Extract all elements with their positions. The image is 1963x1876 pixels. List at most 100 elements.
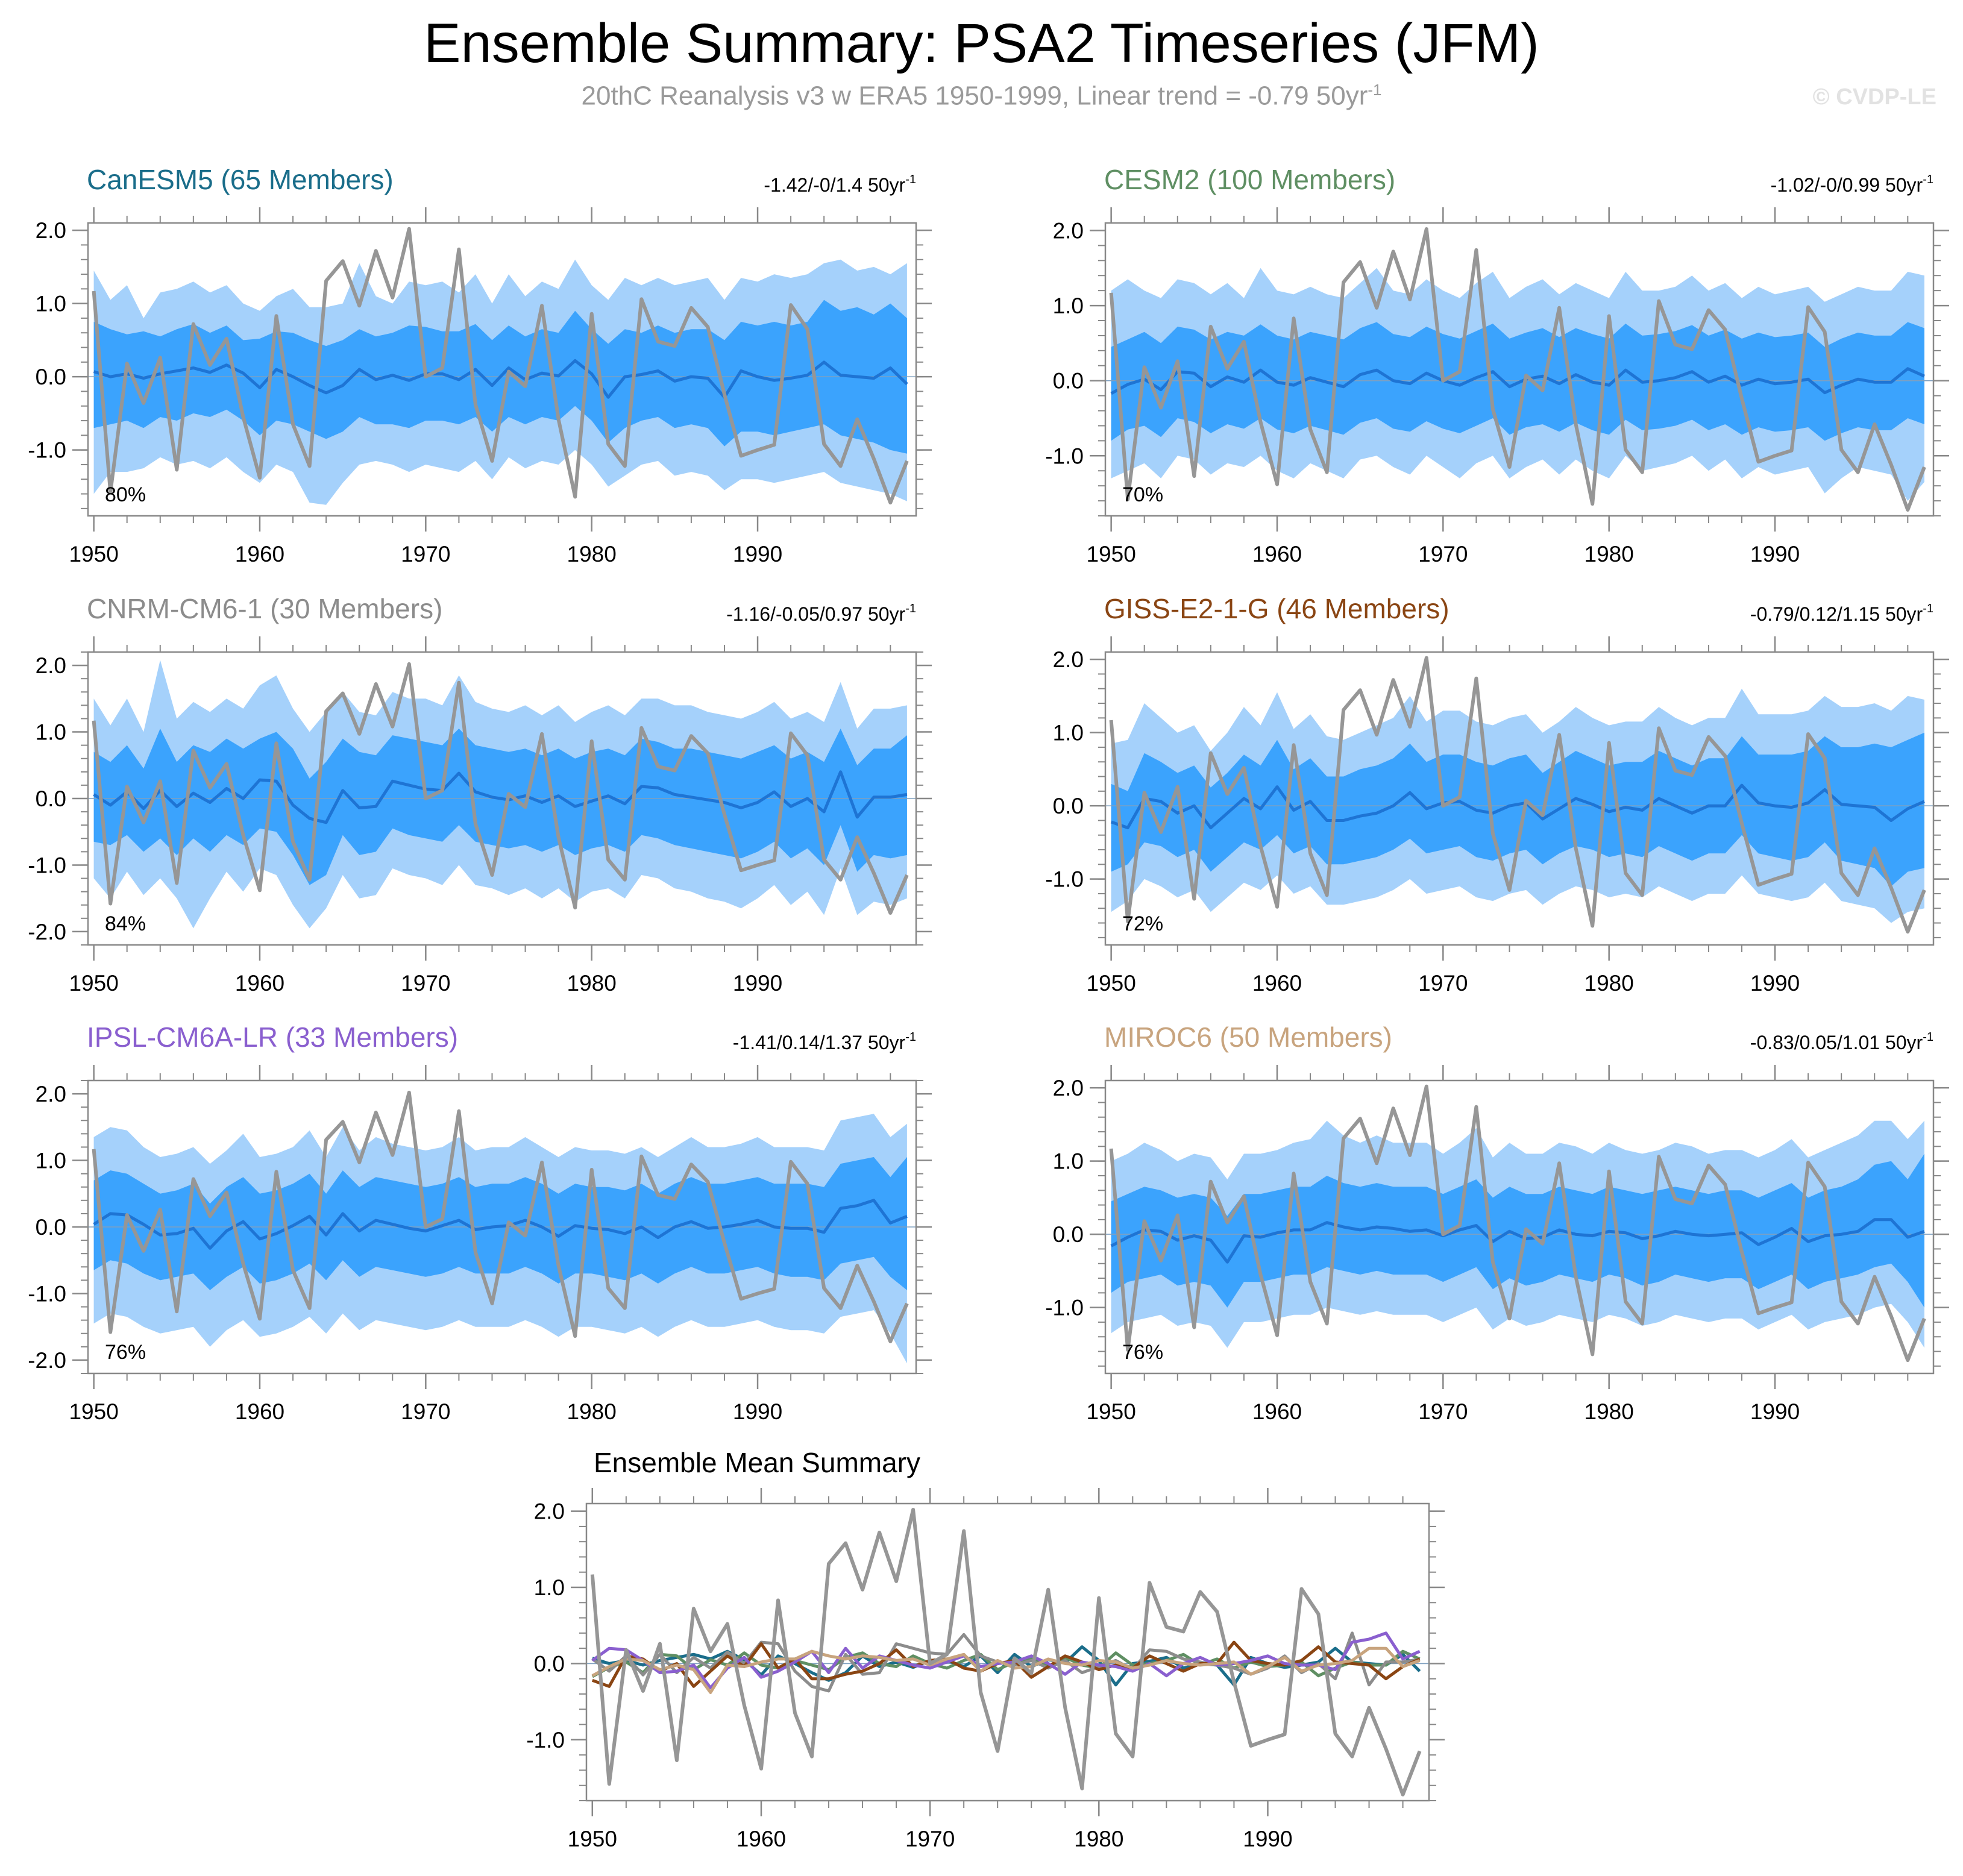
x-tick-label: 1990 bbox=[733, 542, 782, 566]
plot-frame bbox=[1104, 222, 1935, 517]
trend-label: -0.83/0.05/1.01 50yr-1 bbox=[1750, 1031, 1933, 1053]
trend-label-exponent: -1 bbox=[1923, 602, 1933, 615]
y-tick-label: 1.0 bbox=[534, 1575, 565, 1600]
observed-line bbox=[1109, 656, 1926, 934]
y-tick-label: -2.0 bbox=[28, 1348, 66, 1373]
subtitle-text: 20thC Reanalysis v3 w ERA5 1950-1999, Li… bbox=[581, 81, 1368, 111]
trend-label-text: -1.42/-0/1.4 50yr bbox=[764, 174, 905, 196]
x-tick-label: 1960 bbox=[1252, 1399, 1302, 1424]
x-tick-label: 1950 bbox=[69, 542, 118, 566]
y-tick-label: -1.0 bbox=[28, 1281, 66, 1306]
trend-label-exponent: -1 bbox=[905, 602, 916, 615]
trend-label-text: -1.16/-0.05/0.97 50yr bbox=[726, 603, 905, 625]
x-tick-label: 1990 bbox=[1750, 542, 1800, 566]
trend-label-text: -1.02/-0/0.99 50yr bbox=[1771, 174, 1923, 196]
trend-label-text: -1.41/0.14/1.37 50yr bbox=[733, 1032, 906, 1053]
panel-0: 2.0 1.0 0.0 -1.0 1950 1960 1970 1980 1990 CanESM5… bbox=[28, 164, 932, 566]
x-tick-label: 1950 bbox=[568, 1827, 617, 1851]
x-tick-label: 1980 bbox=[1585, 542, 1634, 566]
y-tick-label: 1.0 bbox=[36, 1149, 66, 1173]
trend-label: -1.42/-0/1.4 50yr-1 bbox=[764, 173, 916, 196]
y-tick-label: 1.0 bbox=[1053, 1149, 1084, 1174]
x-tick-label: 1970 bbox=[1418, 971, 1468, 996]
x-tick-label: 1960 bbox=[235, 971, 284, 996]
plot-frame bbox=[1104, 1079, 1935, 1375]
x-tick-label: 1950 bbox=[1086, 1399, 1135, 1424]
y-tick-label: 2.0 bbox=[36, 218, 66, 243]
x-tick-label: 1950 bbox=[1086, 971, 1135, 996]
y-tick-label: 1.0 bbox=[36, 720, 66, 745]
panel-title: CESM2 (100 Members) bbox=[1104, 164, 1395, 195]
y-tick-label: 0.0 bbox=[1053, 794, 1084, 818]
y-tick-label: 0.0 bbox=[1053, 369, 1084, 394]
x-tick-label: 1970 bbox=[401, 971, 450, 996]
panel-title: MIROC6 (50 Members) bbox=[1104, 1021, 1392, 1053]
panel-1: 2.0 1.0 0.0 -1.0 1950 1960 1970 1980 1990 CESM2 (… bbox=[1045, 164, 1949, 566]
y-tick-label: -1.0 bbox=[1045, 867, 1084, 892]
trend-label-text: -0.83/0.05/1.01 50yr bbox=[1750, 1032, 1923, 1053]
panel-title: GISS-E2-1-G (46 Members) bbox=[1104, 593, 1449, 624]
percent-label: 72% bbox=[1122, 912, 1163, 935]
x-tick-label: 1970 bbox=[905, 1827, 955, 1851]
x-tick-label: 1990 bbox=[733, 1399, 782, 1424]
trend-label-exponent: -1 bbox=[1923, 173, 1933, 186]
panel-2: 2.0 1.0 0.0 -1.0 -2.0 1950 1960 1970 1980 1990 CNR… bbox=[28, 593, 932, 996]
panel-6: 2.0 1.0 0.0 -1.0 1950 1960 1970 1980 1990 Ensembl… bbox=[526, 1447, 1445, 1851]
x-tick-label: 1950 bbox=[69, 1399, 118, 1424]
y-tick-label: 2.0 bbox=[1053, 1076, 1084, 1100]
inner-band bbox=[1111, 1153, 1924, 1308]
plot-frame bbox=[87, 222, 917, 517]
trend-label-text: -0.79/0.12/1.15 50yr bbox=[1750, 603, 1923, 625]
observed-line bbox=[590, 1508, 1422, 1796]
observed-line bbox=[92, 662, 909, 915]
trend-label: -1.02/-0/0.99 50yr-1 bbox=[1771, 173, 1933, 196]
y-tick-label: 2.0 bbox=[1053, 218, 1084, 243]
y-tick-label: -1.0 bbox=[526, 1728, 565, 1752]
percent-label: 76% bbox=[105, 1341, 146, 1364]
x-tick-label: 1960 bbox=[1252, 542, 1302, 566]
series-line-miroc6 bbox=[591, 1646, 1421, 1694]
y-tick-label: 0.0 bbox=[1053, 1222, 1084, 1247]
x-tick-label: 1950 bbox=[1086, 542, 1135, 566]
x-tick-label: 1990 bbox=[733, 971, 782, 996]
y-tick-label: 0.0 bbox=[36, 786, 66, 811]
x-tick-label: 1980 bbox=[1074, 1827, 1123, 1851]
panel-title: Ensemble Mean Summary bbox=[594, 1447, 920, 1478]
inner-band bbox=[93, 729, 907, 885]
x-tick-label: 1990 bbox=[1243, 1827, 1292, 1851]
page-subtitle: 20thC Reanalysis v3 w ERA5 1950-1999, Li… bbox=[0, 81, 1963, 111]
inner-band bbox=[93, 1157, 907, 1290]
y-tick-label: 0.0 bbox=[36, 365, 66, 389]
panel-5: 2.0 1.0 0.0 -1.0 1950 1960 1970 1980 1990 MIROC6 … bbox=[1045, 1021, 1949, 1424]
y-tick-label: 2.0 bbox=[36, 653, 66, 678]
y-tick-label: -2.0 bbox=[28, 920, 66, 944]
x-tick-label: 1980 bbox=[567, 971, 617, 996]
trend-label-exponent: -1 bbox=[905, 173, 916, 186]
observed-line bbox=[1109, 227, 1926, 512]
panel-title: CNRM-CM6-1 (30 Members) bbox=[87, 593, 442, 624]
y-tick-label: -1.0 bbox=[1045, 1296, 1084, 1320]
inner-band bbox=[1111, 732, 1924, 886]
ensemble-mean-line bbox=[1110, 783, 1925, 830]
x-tick-label: 1960 bbox=[235, 542, 284, 566]
ensemble-mean-line bbox=[93, 770, 908, 824]
plot-frame bbox=[585, 1502, 1430, 1802]
y-tick-label: -1.0 bbox=[28, 853, 66, 877]
y-tick-label: 2.0 bbox=[1053, 647, 1084, 672]
x-tick-label: 1990 bbox=[1750, 1399, 1800, 1424]
x-tick-label: 1980 bbox=[567, 542, 617, 566]
y-tick-label: 1.0 bbox=[36, 292, 66, 316]
x-tick-label: 1990 bbox=[1750, 971, 1800, 996]
panel-title: CanESM5 (65 Members) bbox=[87, 164, 394, 195]
x-tick-label: 1960 bbox=[737, 1827, 786, 1851]
x-tick-label: 1980 bbox=[1585, 1399, 1634, 1424]
trend-label-exponent: -1 bbox=[1923, 1031, 1933, 1044]
x-tick-label: 1960 bbox=[1252, 971, 1302, 996]
observed-line bbox=[92, 227, 909, 505]
trend-label: -0.79/0.12/1.15 50yr-1 bbox=[1750, 602, 1933, 625]
y-tick-label: -1.0 bbox=[28, 438, 66, 463]
y-tick-label: 2.0 bbox=[36, 1082, 66, 1106]
x-tick-label: 1970 bbox=[401, 542, 450, 566]
percent-label: 76% bbox=[1122, 1341, 1163, 1364]
panel-3: 2.0 1.0 0.0 -1.0 1950 1960 1970 1980 1990 GISS-E2… bbox=[1045, 593, 1949, 996]
